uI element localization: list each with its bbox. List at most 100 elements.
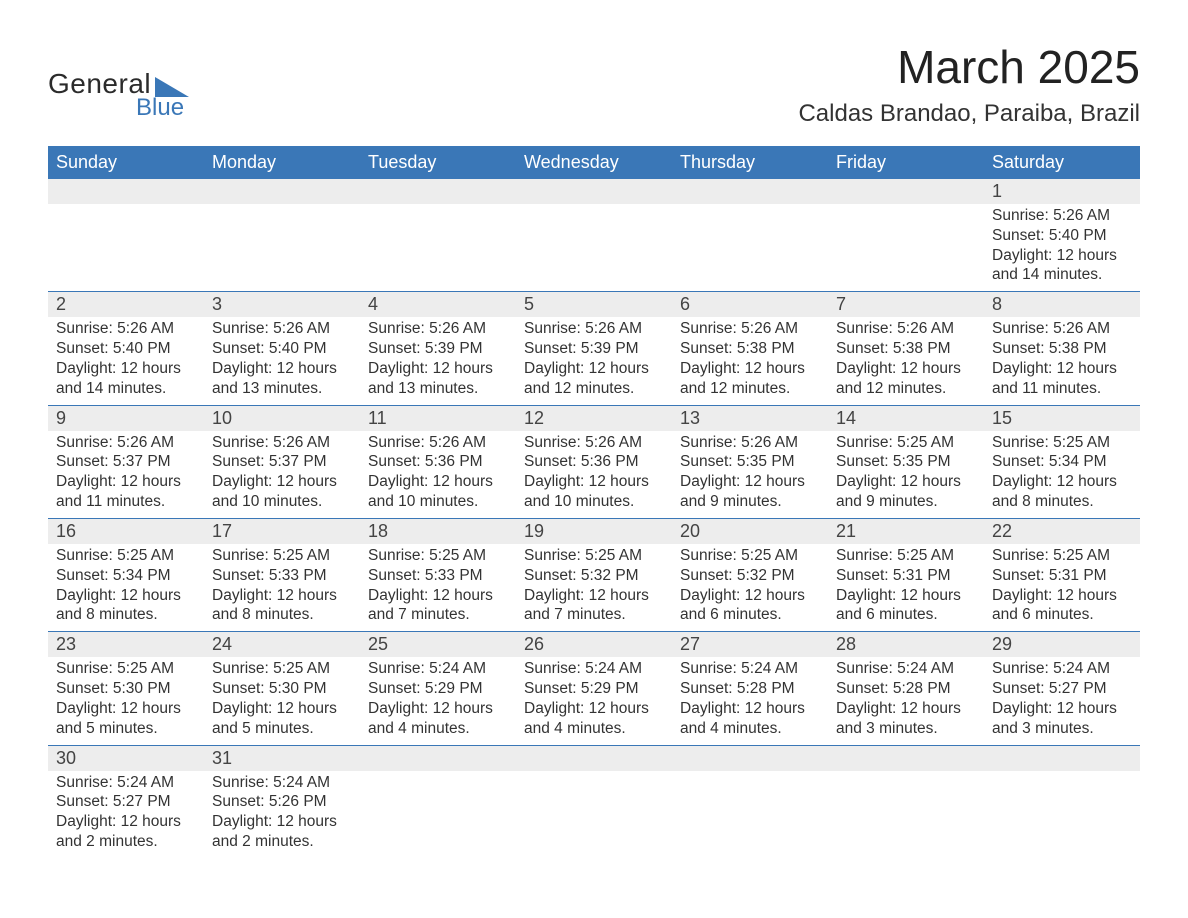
daylight-text: Daylight: 12 hours and 8 minutes. bbox=[212, 586, 352, 626]
day-details: Sunrise: 5:26 AMSunset: 5:40 PMDaylight:… bbox=[48, 317, 204, 404]
day-details: Sunrise: 5:26 AMSunset: 5:36 PMDaylight:… bbox=[516, 431, 672, 518]
sunrise-text: Sunrise: 5:26 AM bbox=[56, 433, 196, 453]
daylight-text: Daylight: 12 hours and 11 minutes. bbox=[992, 359, 1132, 399]
calendar-day-cell bbox=[516, 745, 672, 858]
sunset-text: Sunset: 5:31 PM bbox=[836, 566, 976, 586]
day-number: 7 bbox=[828, 292, 984, 317]
sunrise-text: Sunrise: 5:26 AM bbox=[992, 319, 1132, 339]
sunrise-text: Sunrise: 5:24 AM bbox=[368, 659, 508, 679]
sunrise-text: Sunrise: 5:25 AM bbox=[56, 659, 196, 679]
day-details bbox=[672, 771, 828, 779]
sunrise-text: Sunrise: 5:26 AM bbox=[368, 319, 508, 339]
day-details: Sunrise: 5:26 AMSunset: 5:38 PMDaylight:… bbox=[984, 317, 1140, 404]
calendar-day-cell: 29Sunrise: 5:24 AMSunset: 5:27 PMDayligh… bbox=[984, 632, 1140, 745]
sunrise-text: Sunrise: 5:26 AM bbox=[524, 433, 664, 453]
sunset-text: Sunset: 5:38 PM bbox=[680, 339, 820, 359]
day-number: 28 bbox=[828, 632, 984, 657]
daylight-text: Daylight: 12 hours and 7 minutes. bbox=[368, 586, 508, 626]
sunset-text: Sunset: 5:28 PM bbox=[680, 679, 820, 699]
day-number: 8 bbox=[984, 292, 1140, 317]
sunset-text: Sunset: 5:38 PM bbox=[992, 339, 1132, 359]
day-number: 23 bbox=[48, 632, 204, 657]
sunrise-text: Sunrise: 5:24 AM bbox=[836, 659, 976, 679]
calendar-day-cell bbox=[828, 745, 984, 858]
day-details: Sunrise: 5:24 AMSunset: 5:29 PMDaylight:… bbox=[516, 657, 672, 744]
calendar-day-cell: 11Sunrise: 5:26 AMSunset: 5:36 PMDayligh… bbox=[360, 405, 516, 518]
day-number: 26 bbox=[516, 632, 672, 657]
sunrise-text: Sunrise: 5:24 AM bbox=[56, 773, 196, 793]
daylight-text: Daylight: 12 hours and 4 minutes. bbox=[368, 699, 508, 739]
day-details: Sunrise: 5:26 AMSunset: 5:35 PMDaylight:… bbox=[672, 431, 828, 518]
day-number: 29 bbox=[984, 632, 1140, 657]
calendar-day-cell: 30Sunrise: 5:24 AMSunset: 5:27 PMDayligh… bbox=[48, 745, 204, 858]
sunrise-text: Sunrise: 5:24 AM bbox=[212, 773, 352, 793]
daylight-text: Daylight: 12 hours and 8 minutes. bbox=[56, 586, 196, 626]
sunrise-text: Sunrise: 5:25 AM bbox=[836, 546, 976, 566]
day-details: Sunrise: 5:26 AMSunset: 5:38 PMDaylight:… bbox=[828, 317, 984, 404]
page-title: March 2025 bbox=[798, 40, 1140, 94]
day-details bbox=[360, 204, 516, 212]
day-details: Sunrise: 5:26 AMSunset: 5:37 PMDaylight:… bbox=[204, 431, 360, 518]
daylight-text: Daylight: 12 hours and 13 minutes. bbox=[368, 359, 508, 399]
day-number: 20 bbox=[672, 519, 828, 544]
day-number: 22 bbox=[984, 519, 1140, 544]
sunrise-text: Sunrise: 5:26 AM bbox=[680, 433, 820, 453]
sunset-text: Sunset: 5:32 PM bbox=[524, 566, 664, 586]
day-details: Sunrise: 5:26 AMSunset: 5:40 PMDaylight:… bbox=[984, 204, 1140, 291]
sunset-text: Sunset: 5:26 PM bbox=[212, 792, 352, 812]
day-details bbox=[516, 204, 672, 212]
day-number: 12 bbox=[516, 406, 672, 431]
daylight-text: Daylight: 12 hours and 14 minutes. bbox=[56, 359, 196, 399]
day-details: Sunrise: 5:26 AMSunset: 5:37 PMDaylight:… bbox=[48, 431, 204, 518]
calendar-day-cell: 21Sunrise: 5:25 AMSunset: 5:31 PMDayligh… bbox=[828, 518, 984, 631]
day-details: Sunrise: 5:24 AMSunset: 5:28 PMDaylight:… bbox=[828, 657, 984, 744]
calendar-day-cell: 15Sunrise: 5:25 AMSunset: 5:34 PMDayligh… bbox=[984, 405, 1140, 518]
daylight-text: Daylight: 12 hours and 3 minutes. bbox=[992, 699, 1132, 739]
sunset-text: Sunset: 5:29 PM bbox=[368, 679, 508, 699]
daylight-text: Daylight: 12 hours and 6 minutes. bbox=[836, 586, 976, 626]
day-number: 10 bbox=[204, 406, 360, 431]
calendar-day-cell: 14Sunrise: 5:25 AMSunset: 5:35 PMDayligh… bbox=[828, 405, 984, 518]
day-number: 14 bbox=[828, 406, 984, 431]
day-number: 3 bbox=[204, 292, 360, 317]
calendar-day-cell: 18Sunrise: 5:25 AMSunset: 5:33 PMDayligh… bbox=[360, 518, 516, 631]
calendar-day-cell: 22Sunrise: 5:25 AMSunset: 5:31 PMDayligh… bbox=[984, 518, 1140, 631]
sunset-text: Sunset: 5:34 PM bbox=[992, 452, 1132, 472]
day-details: Sunrise: 5:25 AMSunset: 5:30 PMDaylight:… bbox=[48, 657, 204, 744]
sunset-text: Sunset: 5:27 PM bbox=[56, 792, 196, 812]
calendar-week-row: 9Sunrise: 5:26 AMSunset: 5:37 PMDaylight… bbox=[48, 405, 1140, 518]
sunset-text: Sunset: 5:39 PM bbox=[524, 339, 664, 359]
calendar-day-cell: 6Sunrise: 5:26 AMSunset: 5:38 PMDaylight… bbox=[672, 292, 828, 405]
daylight-text: Daylight: 12 hours and 6 minutes. bbox=[992, 586, 1132, 626]
calendar-day-cell: 10Sunrise: 5:26 AMSunset: 5:37 PMDayligh… bbox=[204, 405, 360, 518]
day-details: Sunrise: 5:26 AMSunset: 5:39 PMDaylight:… bbox=[516, 317, 672, 404]
sunset-text: Sunset: 5:30 PM bbox=[56, 679, 196, 699]
day-number: 4 bbox=[360, 292, 516, 317]
calendar-day-cell: 31Sunrise: 5:24 AMSunset: 5:26 PMDayligh… bbox=[204, 745, 360, 858]
calendar-day-cell: 2Sunrise: 5:26 AMSunset: 5:40 PMDaylight… bbox=[48, 292, 204, 405]
sunrise-text: Sunrise: 5:24 AM bbox=[680, 659, 820, 679]
weekday-header: Sunday bbox=[48, 146, 204, 179]
day-details: Sunrise: 5:24 AMSunset: 5:27 PMDaylight:… bbox=[48, 771, 204, 858]
calendar-day-cell bbox=[828, 179, 984, 292]
sunset-text: Sunset: 5:36 PM bbox=[368, 452, 508, 472]
sunset-text: Sunset: 5:32 PM bbox=[680, 566, 820, 586]
sunrise-text: Sunrise: 5:25 AM bbox=[56, 546, 196, 566]
daylight-text: Daylight: 12 hours and 10 minutes. bbox=[212, 472, 352, 512]
calendar-day-cell: 19Sunrise: 5:25 AMSunset: 5:32 PMDayligh… bbox=[516, 518, 672, 631]
sunset-text: Sunset: 5:33 PM bbox=[212, 566, 352, 586]
sunrise-text: Sunrise: 5:25 AM bbox=[992, 546, 1132, 566]
day-details: Sunrise: 5:26 AMSunset: 5:36 PMDaylight:… bbox=[360, 431, 516, 518]
sunrise-text: Sunrise: 5:26 AM bbox=[368, 433, 508, 453]
calendar-day-cell: 20Sunrise: 5:25 AMSunset: 5:32 PMDayligh… bbox=[672, 518, 828, 631]
day-details: Sunrise: 5:26 AMSunset: 5:39 PMDaylight:… bbox=[360, 317, 516, 404]
day-number bbox=[360, 746, 516, 771]
logo-text-blue: Blue bbox=[136, 94, 189, 122]
day-details: Sunrise: 5:24 AMSunset: 5:28 PMDaylight:… bbox=[672, 657, 828, 744]
day-details bbox=[204, 204, 360, 212]
calendar-day-cell: 27Sunrise: 5:24 AMSunset: 5:28 PMDayligh… bbox=[672, 632, 828, 745]
day-details bbox=[360, 771, 516, 779]
day-details bbox=[984, 771, 1140, 779]
weekday-header: Thursday bbox=[672, 146, 828, 179]
sunset-text: Sunset: 5:36 PM bbox=[524, 452, 664, 472]
